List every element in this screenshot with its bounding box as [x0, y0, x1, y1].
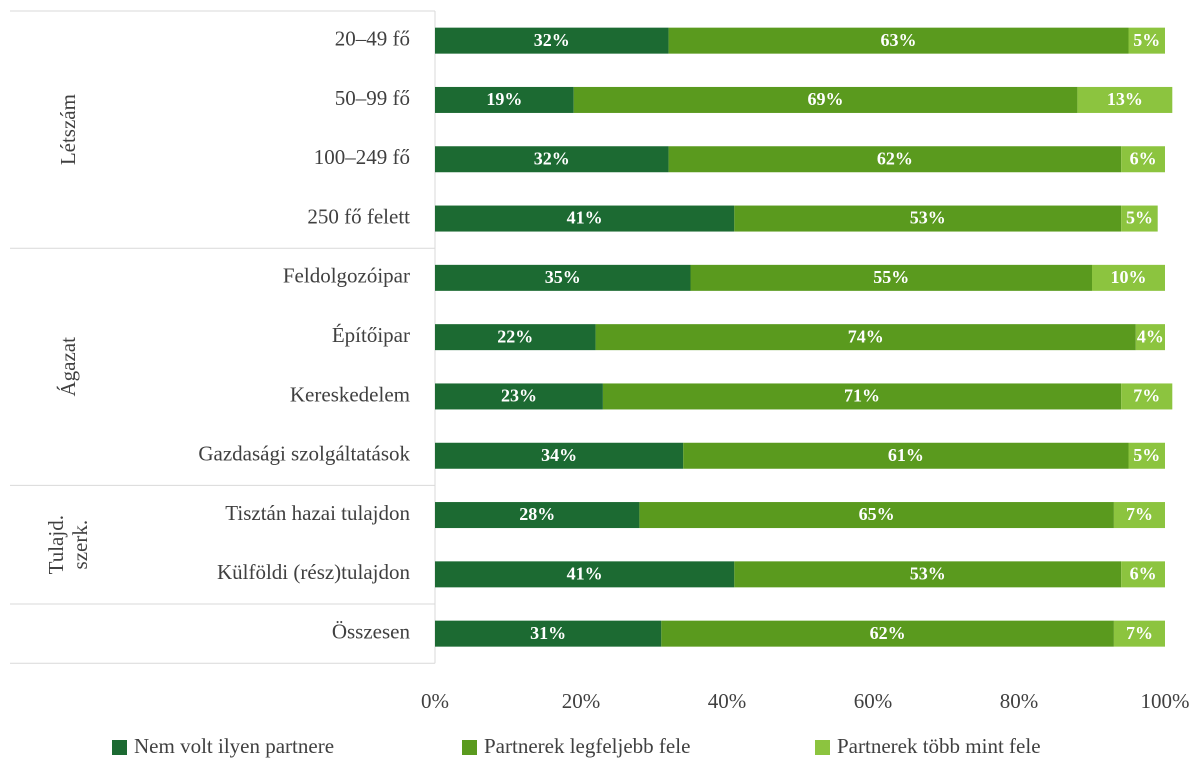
x-tick-label: 100%: [1141, 689, 1190, 713]
data-label: 5%: [1133, 445, 1160, 465]
y-tick-label: Építőipar: [332, 323, 410, 347]
data-label: 74%: [848, 326, 884, 346]
bar-segment: [435, 561, 735, 588]
bar-segment: [683, 442, 1129, 469]
data-label: 7%: [1133, 386, 1160, 406]
bar-segment: [1113, 502, 1165, 529]
data-label: 55%: [873, 267, 909, 287]
bar-segment: [435, 146, 669, 173]
bar-segment: [661, 620, 1114, 647]
data-label: 10%: [1111, 267, 1147, 287]
group-label: szerk.: [68, 520, 92, 570]
bar-segment: [734, 561, 1122, 588]
data-label: 7%: [1126, 504, 1153, 524]
bar-segment: [1113, 620, 1165, 647]
data-label: 32%: [534, 148, 570, 168]
data-label: 71%: [844, 386, 880, 406]
y-tick-label: Feldolgozóipar: [283, 264, 410, 288]
bar-segment: [435, 86, 574, 113]
y-tick-label: 50–99 fő: [335, 86, 410, 110]
legend-swatch: [112, 740, 127, 755]
data-label: 65%: [859, 504, 895, 524]
bar-segment: [435, 502, 640, 529]
legend-label: Partnerek legfeljebb fele: [484, 734, 690, 758]
data-label: 28%: [519, 504, 555, 524]
data-label: 19%: [486, 89, 522, 109]
data-label: 31%: [530, 623, 566, 643]
bar-segment: [573, 86, 1078, 113]
data-label: 6%: [1130, 148, 1157, 168]
y-tick-label: 250 fő felett: [307, 204, 410, 228]
data-label: 69%: [808, 89, 844, 109]
group-label: Tulajd.: [44, 515, 68, 574]
bar-segment: [639, 502, 1114, 529]
bar-segment: [435, 442, 684, 469]
x-tick-label: 60%: [854, 689, 893, 713]
bar-segment: [1121, 205, 1158, 232]
data-label: 32%: [534, 30, 570, 50]
group-label: Létszám: [56, 94, 80, 165]
y-tick-label: 100–249 fő: [314, 145, 410, 169]
bar-segment: [668, 146, 1122, 173]
bar-segment: [1121, 561, 1165, 588]
bar-segment: [435, 27, 669, 54]
legend-label: Nem volt ilyen partnere: [134, 734, 334, 758]
bar-segment: [1077, 86, 1173, 113]
data-label: 53%: [910, 563, 946, 583]
bar-segment: [690, 264, 1092, 291]
bar-segment: [602, 383, 1122, 410]
data-label: 7%: [1126, 623, 1153, 643]
data-label: 5%: [1126, 208, 1153, 228]
data-label: 4%: [1137, 326, 1164, 346]
bar-segment: [1128, 27, 1165, 54]
bar-segment: [1092, 264, 1165, 291]
bar-segment: [435, 324, 596, 351]
bar-segment: [734, 205, 1122, 232]
data-label: 13%: [1107, 89, 1143, 109]
bar-segment: [435, 205, 735, 232]
data-label: 6%: [1130, 563, 1157, 583]
bar-segment: [1135, 324, 1165, 351]
x-tick-label: 20%: [562, 689, 601, 713]
x-tick-label: 0%: [421, 689, 449, 713]
data-label: 53%: [910, 208, 946, 228]
data-label: 41%: [567, 563, 603, 583]
bar-segment: [1128, 442, 1165, 469]
data-label: 61%: [888, 445, 924, 465]
y-tick-label: Gazdasági szolgáltatások: [198, 442, 410, 466]
bar-segment: [435, 383, 603, 410]
bar-segment: [1121, 146, 1165, 173]
legend-label: Partnerek több mint fele: [837, 734, 1041, 758]
data-label: 63%: [881, 30, 917, 50]
legend-swatch: [462, 740, 477, 755]
bar-segment: [668, 27, 1129, 54]
group-label: Ágazat: [56, 337, 80, 397]
y-tick-label: Tisztán hazai tulajdon: [225, 501, 410, 525]
legend-swatch: [815, 740, 830, 755]
data-label: 23%: [501, 386, 537, 406]
y-tick-label: 20–49 fő: [335, 26, 410, 50]
y-tick-label: Összesen: [332, 619, 411, 643]
data-label: 41%: [567, 208, 603, 228]
data-label: 34%: [541, 445, 577, 465]
y-tick-label: Külföldi (rész)tulajdon: [217, 560, 411, 584]
y-tick-label: Kereskedelem: [290, 382, 410, 406]
data-label: 62%: [877, 148, 913, 168]
bar-segment: [435, 264, 691, 291]
bar-segment: [1121, 383, 1173, 410]
data-label: 5%: [1133, 30, 1160, 50]
bar-segment: [595, 324, 1136, 351]
data-label: 35%: [545, 267, 581, 287]
x-tick-label: 80%: [1000, 689, 1039, 713]
x-tick-label: 40%: [708, 689, 747, 713]
data-label: 22%: [497, 326, 533, 346]
bar-segment: [435, 620, 662, 647]
data-label: 62%: [870, 623, 906, 643]
